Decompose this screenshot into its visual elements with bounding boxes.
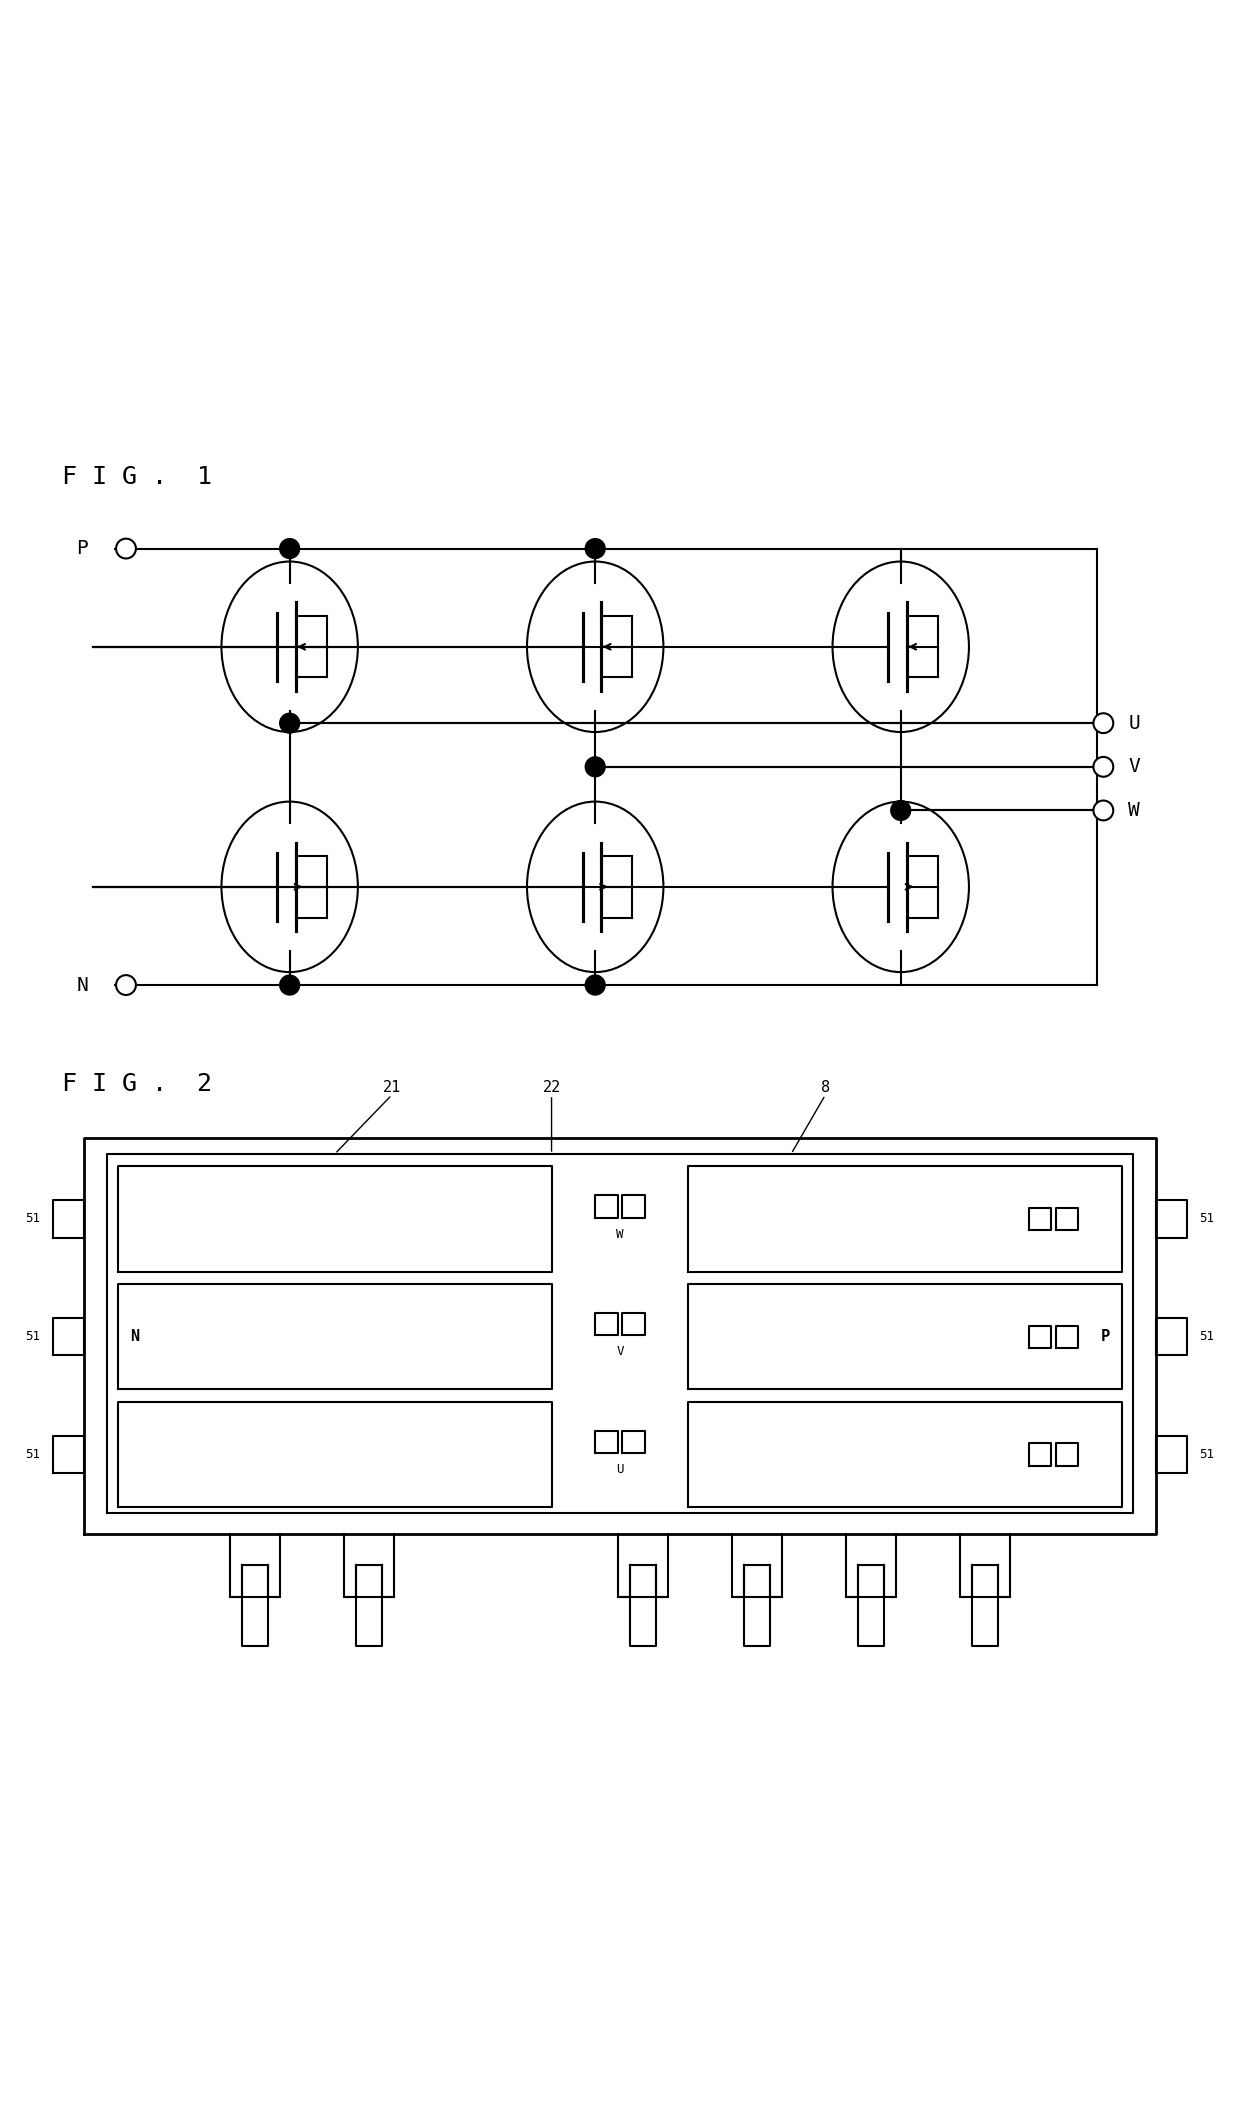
Text: U: U — [616, 1462, 624, 1477]
Text: P: P — [1100, 1330, 1110, 1344]
Text: 51: 51 — [1199, 1330, 1214, 1344]
Text: 51: 51 — [1199, 1448, 1214, 1460]
Text: V: V — [1128, 756, 1140, 775]
Circle shape — [585, 539, 605, 558]
Text: F I G .  1: F I G . 1 — [62, 464, 212, 489]
Text: V: V — [616, 1346, 624, 1359]
Text: 21: 21 — [383, 1081, 401, 1096]
Circle shape — [1094, 801, 1114, 820]
Text: 22: 22 — [542, 1081, 560, 1096]
Text: 51: 51 — [1199, 1212, 1214, 1226]
Circle shape — [280, 539, 300, 558]
Circle shape — [1094, 714, 1114, 733]
Text: 51: 51 — [26, 1330, 41, 1344]
Circle shape — [280, 976, 300, 995]
Text: N: N — [77, 976, 88, 995]
Text: W: W — [1128, 801, 1140, 820]
Circle shape — [117, 976, 136, 995]
Circle shape — [585, 976, 605, 995]
Text: 8: 8 — [821, 1081, 830, 1096]
Text: U: U — [1128, 714, 1140, 733]
Text: W: W — [616, 1228, 624, 1241]
Circle shape — [117, 539, 136, 558]
Text: P: P — [77, 539, 88, 558]
Circle shape — [890, 801, 910, 820]
Text: 51: 51 — [26, 1448, 41, 1460]
Circle shape — [280, 714, 300, 733]
Text: F I G .  2: F I G . 2 — [62, 1072, 212, 1096]
Text: 51: 51 — [26, 1212, 41, 1226]
Circle shape — [585, 756, 605, 777]
Text: N: N — [130, 1330, 140, 1344]
Circle shape — [1094, 756, 1114, 777]
